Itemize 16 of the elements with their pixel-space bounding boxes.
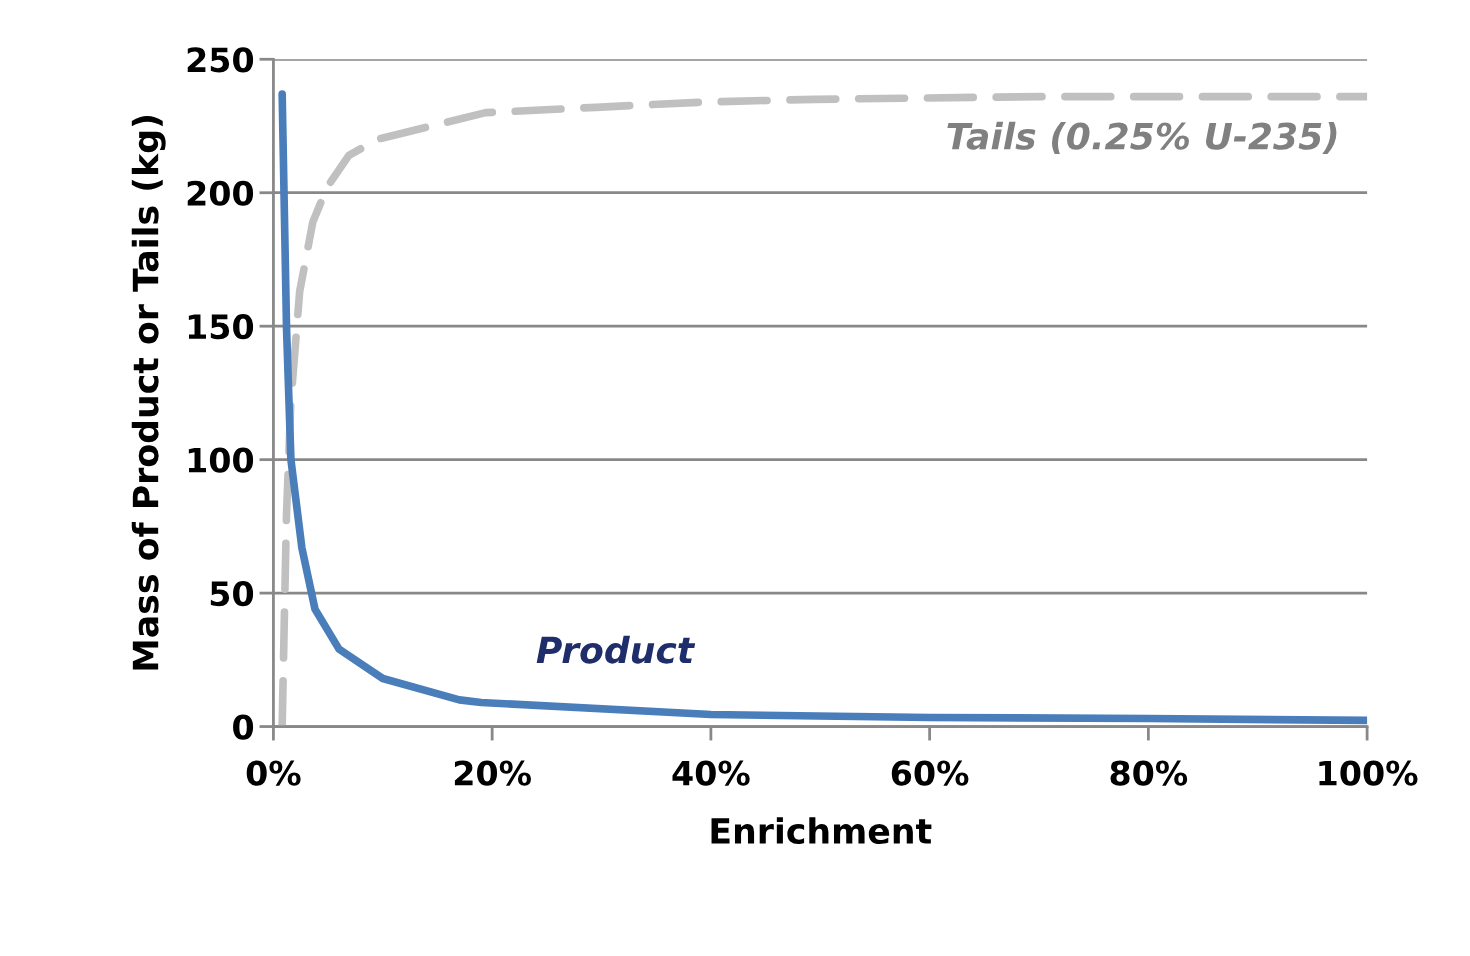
x-tick-label: 60% xyxy=(891,760,969,786)
series-label: Tails (0.25% U-235) xyxy=(947,121,1337,155)
x-tick-label: 20% xyxy=(454,760,531,786)
y-tick-label: 100 xyxy=(188,447,254,473)
x-tick-label: 80% xyxy=(1110,760,1188,786)
y-tick-label: 250 xyxy=(187,47,254,73)
y-tick-label: 50 xyxy=(210,581,254,607)
y-tick-label: 150 xyxy=(188,314,254,340)
x-axis-title: Enrichment xyxy=(711,817,932,845)
x-tick-label: 40% xyxy=(672,760,750,786)
series-label: Product xyxy=(536,635,696,664)
x-tick-label: 100% xyxy=(1319,760,1418,786)
x-tick-label: 0% xyxy=(246,760,301,786)
y-axis-title: Mass of Product or Tails (kg) xyxy=(131,116,166,670)
y-tick-label: 0 xyxy=(233,714,254,740)
y-tick-label: 200 xyxy=(187,180,254,206)
